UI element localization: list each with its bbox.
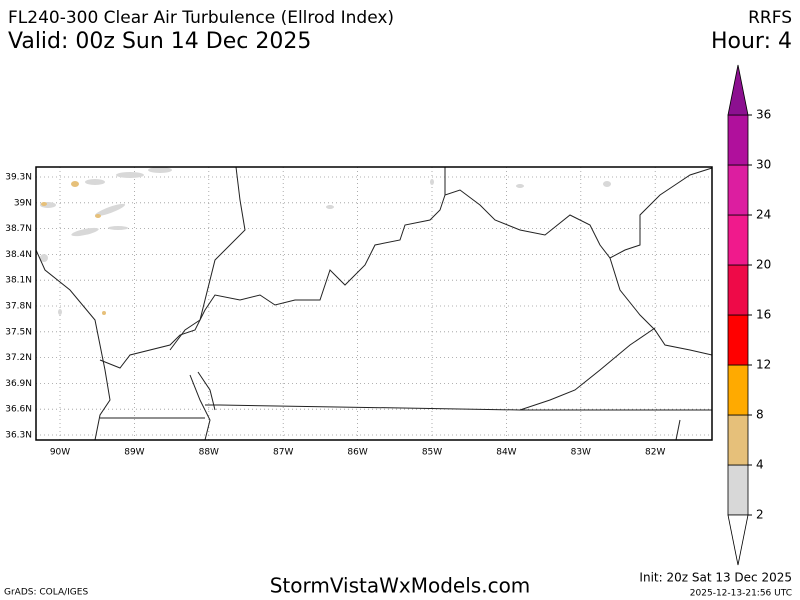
lat-label: 36.9N [5, 379, 32, 389]
colorbar-high-arrow [727, 64, 749, 116]
lat-label: 37.5N [5, 327, 32, 337]
website: StormVistaWxModels.com [270, 574, 531, 598]
colorbar-low-arrow [727, 514, 749, 566]
colorbar-label: 20 [756, 258, 771, 272]
title: FL240-300 Clear Air Turbulence (Ellrod I… [8, 8, 394, 28]
lon-label: 86W [347, 448, 367, 458]
colorbar-segment [727, 164, 749, 216]
colorbar-segment [727, 264, 749, 316]
lat-label: 39N [14, 198, 32, 208]
colorbar-segment [727, 114, 749, 166]
colorbar-label: 16 [756, 308, 771, 322]
lat-label: 36.3N [5, 431, 32, 441]
lon-label: 88W [199, 448, 219, 458]
lon-label: 87W [273, 448, 293, 458]
timestamp: 2025-12-13-21:56 UTC [690, 589, 792, 599]
turbulence-shading [40, 167, 611, 315]
colorbar-label: 36 [756, 108, 771, 122]
lat-label: 37.2N [5, 353, 32, 363]
colorbar-segment [727, 464, 749, 516]
boundaries [35, 166, 713, 441]
lon-label: 89W [124, 448, 144, 458]
lat-label: 39.3N [5, 173, 32, 183]
lat-label: 38.1N [5, 276, 32, 286]
forecast-hour: Hour: 4 [711, 29, 792, 54]
lon-label: 83W [571, 448, 591, 458]
colorbar-label: 12 [756, 358, 771, 372]
init-time: Init: 20z Sat 13 Dec 2025 [639, 571, 792, 585]
colorbar-label: 24 [756, 208, 771, 222]
lon-label: 90W [50, 448, 70, 458]
colorbar-segment [727, 414, 749, 466]
lon-label: 82W [645, 448, 665, 458]
lat-label: 38.4N [5, 250, 32, 260]
lon-label: 85W [422, 448, 442, 458]
lon-label: 84W [496, 448, 516, 458]
colorbar-segment [727, 364, 749, 416]
colorbar-segment [727, 214, 749, 266]
model: RRFS [748, 8, 792, 28]
credit: GrADS: COLA/IGES [4, 588, 88, 598]
colorbar-label: 8 [756, 408, 764, 422]
colorbar-segment [727, 314, 749, 366]
map-frame [35, 166, 713, 441]
lat-label: 36.6N [5, 405, 32, 415]
lat-label: 38.7N [5, 224, 32, 234]
colorbar-label: 2 [756, 508, 764, 522]
colorbar-label: 30 [756, 158, 771, 172]
colorbar-label: 4 [756, 458, 764, 472]
valid-time: Valid: 00z Sun 14 Dec 2025 [8, 29, 311, 54]
lat-label: 37.8N [5, 302, 32, 312]
